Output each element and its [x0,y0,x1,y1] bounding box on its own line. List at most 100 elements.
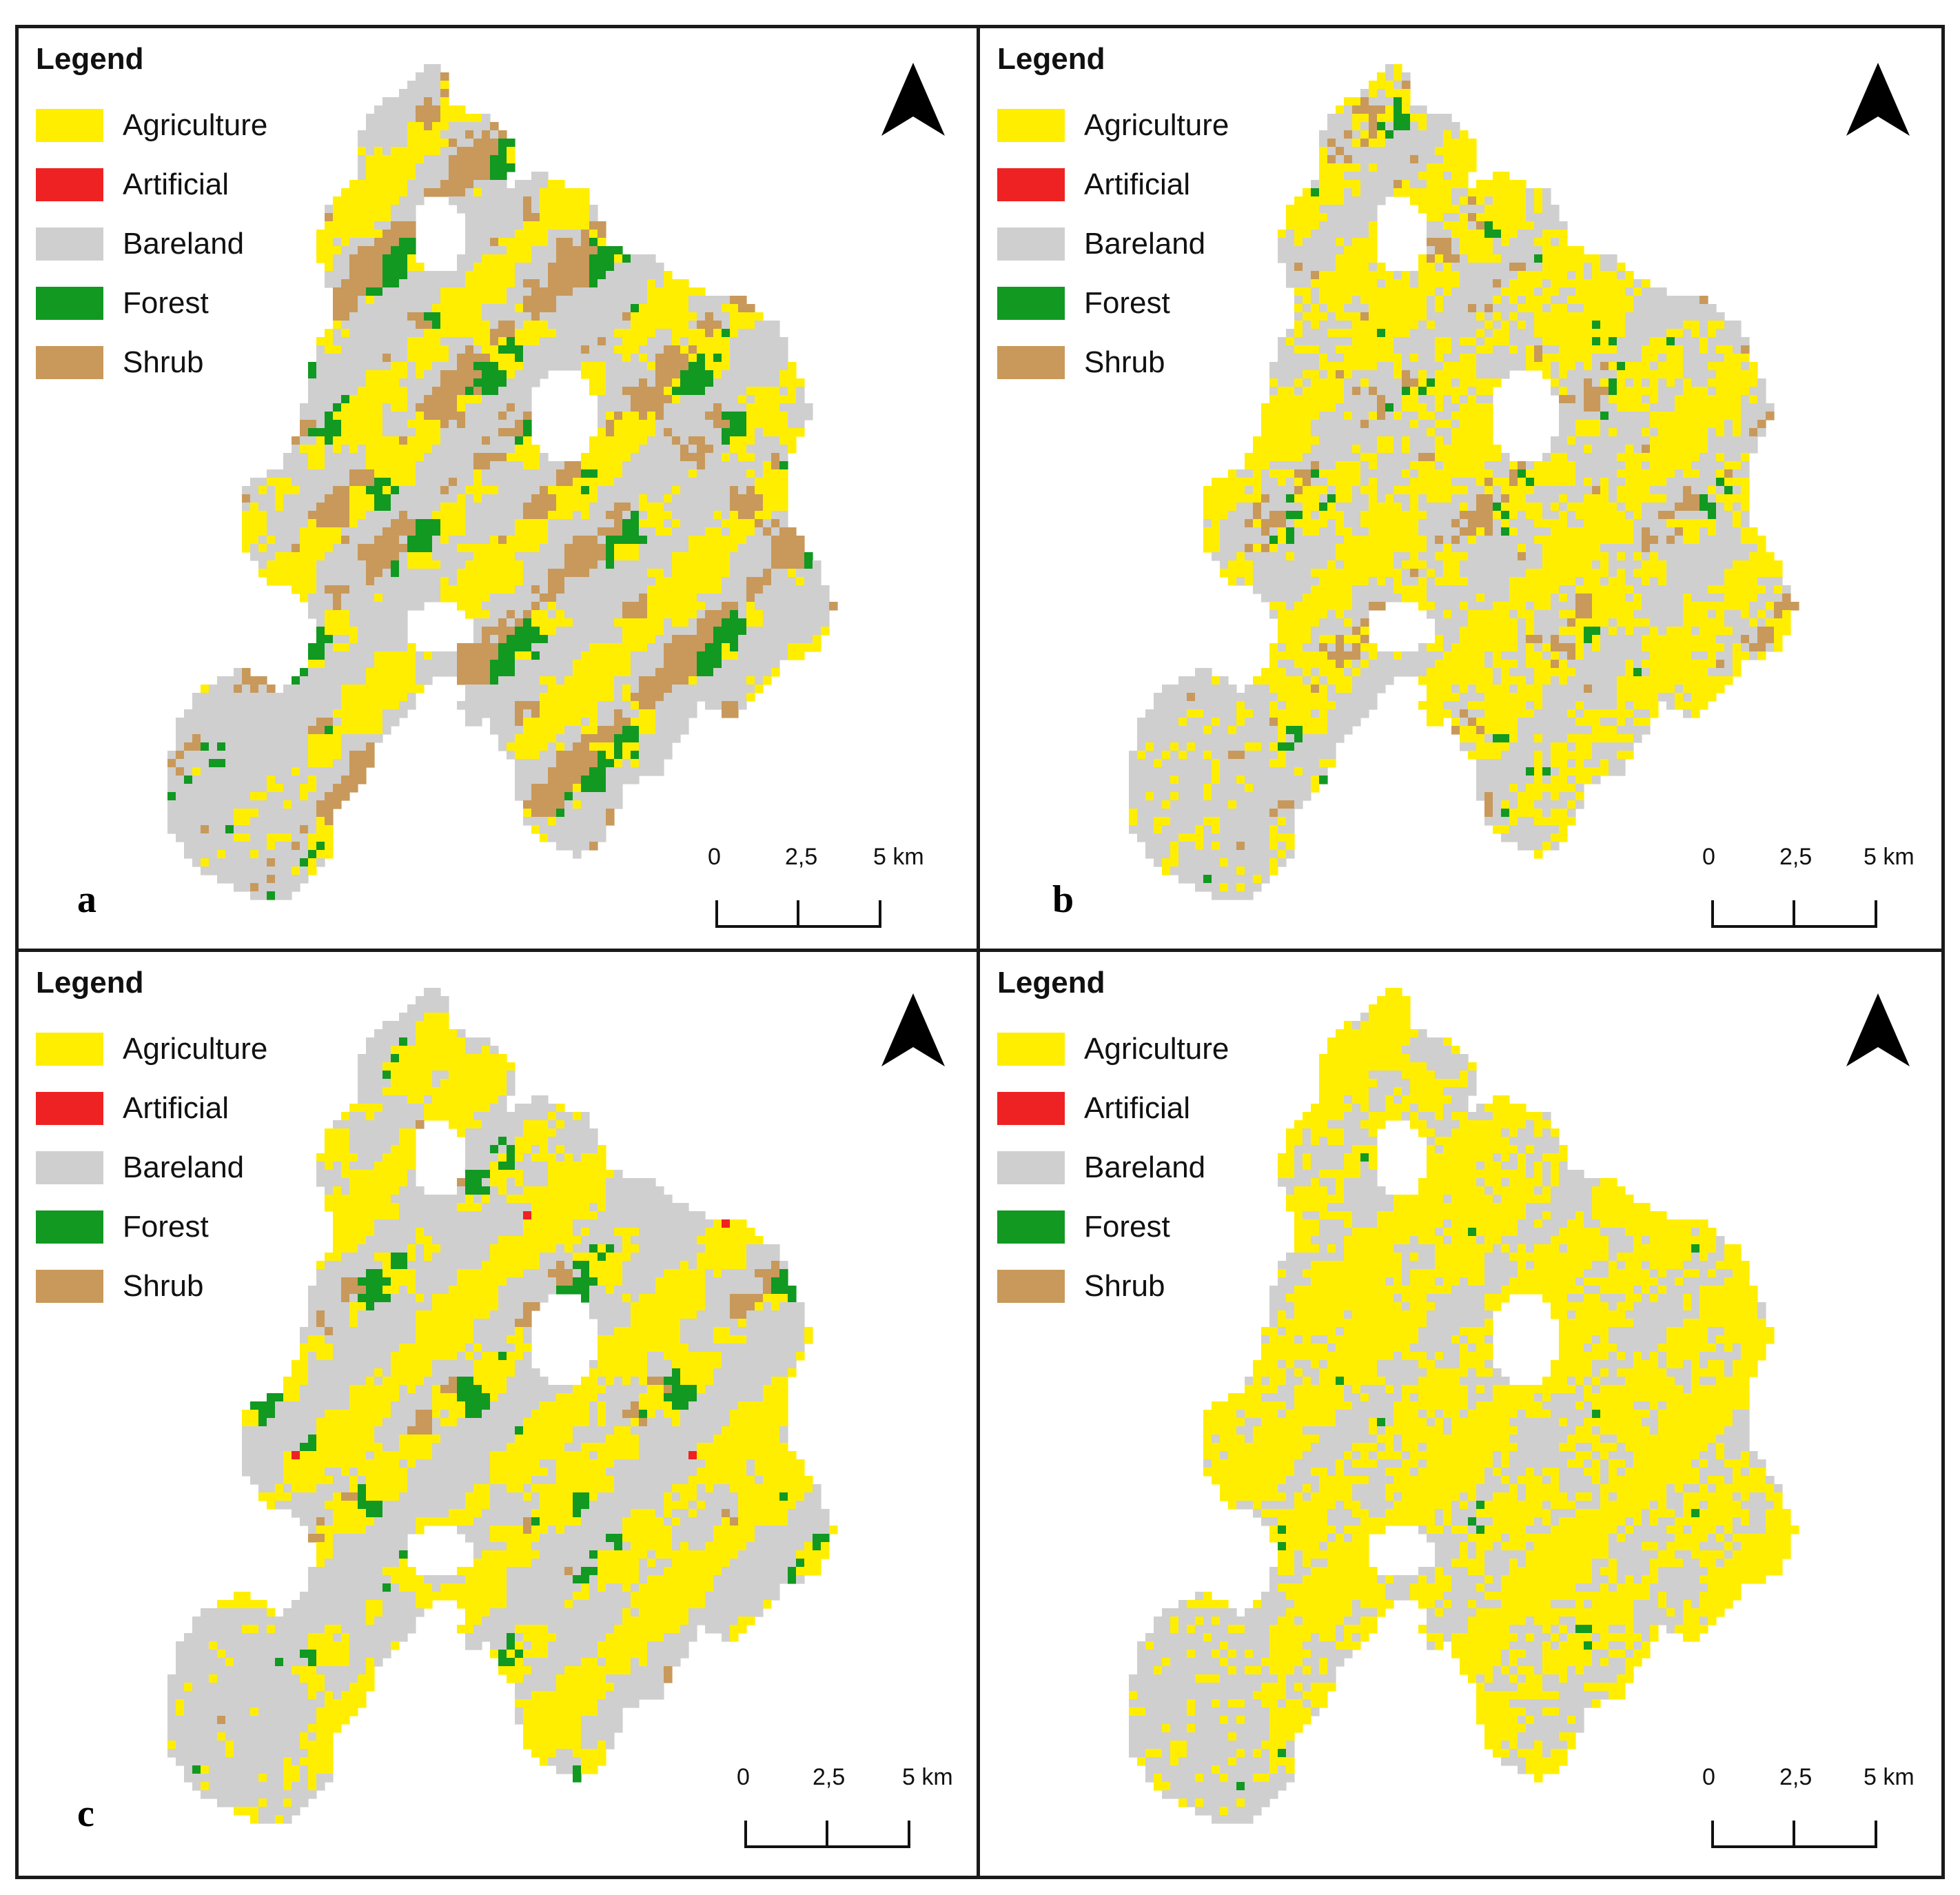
land-cell-shrub [457,172,466,181]
land-cell-agriculture [1518,180,1527,189]
land-cell-bareland [440,651,449,660]
land-cell-bareland [746,461,755,470]
land-cell-agriculture [655,569,664,578]
land-cell-shrub [556,271,565,280]
land-cell-bareland [498,188,507,197]
land-cell-bareland [416,668,425,677]
land-cell-forest [598,751,606,760]
land-cell-forest [1484,221,1493,230]
land-cell-agriculture [1575,279,1584,288]
land-cell-agriculture [598,461,606,470]
land-cell-agriculture [1575,254,1584,263]
land-cell-agriculture [407,172,416,181]
land-cell-bareland [382,345,391,354]
land-cell-bareland [688,511,697,520]
land-cell-agriculture [399,155,408,164]
land-cell-forest [606,536,615,545]
land-cell-bareland [1344,205,1353,214]
land-cell-bareland [366,643,375,652]
land-cell-agriculture [465,585,474,594]
land-cell-bareland [217,842,226,851]
land-cell-bareland [1542,213,1551,222]
land-cell-shrub [606,726,615,735]
land-cell-bareland [738,701,747,710]
land-cell-agriculture [1418,122,1427,131]
land-cell-bareland [225,742,234,751]
land-cell-agriculture [382,486,391,495]
land-cell-forest [498,147,507,156]
land-cell-agriculture [556,486,565,495]
land-cell-bareland [680,511,689,520]
land-cell-agriculture [473,329,482,338]
land-cell-bareland [308,594,317,602]
land-cell-agriculture [333,213,342,222]
land-cell-agriculture [573,676,582,685]
land-cell-bareland [540,478,549,487]
land-cell-agriculture [1600,279,1609,288]
land-cell-bareland [746,569,755,578]
land-cell-bareland [647,461,656,470]
land-cell-bareland [292,759,300,768]
land-cell-agriculture [1369,279,1378,288]
land-cell-bareland [473,205,482,214]
land-cell-agriculture [275,569,284,578]
land-cell-bareland [416,676,425,685]
land-cell-bareland [1369,147,1378,156]
land-cell-shrub [515,701,524,710]
land-cell-bareland [763,536,772,545]
land-cell-bareland [333,263,342,272]
land-cell-shrub [358,759,367,768]
land-cell-bareland [440,544,449,553]
land-cell-bareland [763,651,772,660]
land-cell-agriculture [1360,263,1369,272]
land-cell-agriculture [523,461,532,470]
land-cell-shrub [581,552,590,561]
land-cell-forest [631,519,640,528]
land-cell-bareland [1360,205,1369,214]
land-cell-bareland [498,503,507,511]
land-cell-bareland [771,362,780,371]
land-cell-agriculture [440,114,449,123]
land-cell-bareland [639,461,648,470]
land-cell-agriculture [515,453,524,462]
land-cell-bareland [242,685,251,693]
land-cell-bareland [1410,147,1419,156]
land-cell-bareland [573,304,582,313]
land-cell-agriculture [457,114,466,123]
land-cell-shrub [548,296,557,305]
land-cell-agriculture [523,246,532,255]
land-cell-agriculture [598,742,606,751]
land-cell-agriculture [705,585,714,594]
land-cell-bareland [366,536,375,545]
land-cell-bareland [664,478,673,487]
land-cell-bareland [606,296,615,305]
land-cell-bareland [283,759,292,768]
land-cell-shrub [1493,279,1502,288]
land-cell-agriculture [573,668,582,677]
land-cell-bareland [300,486,309,495]
land-cell-bareland [515,552,524,561]
land-cell-bareland [622,403,631,412]
land-cell-forest [399,238,408,247]
land-cell-agriculture [407,461,416,470]
land-cell-bareland [813,585,821,594]
land-cell-forest [688,370,697,379]
land-cell-agriculture [639,321,648,330]
land-cell-agriculture [589,701,598,710]
land-cell-bareland [1501,279,1510,288]
land-cell-bareland [349,643,358,652]
land-cell-agriculture [672,304,681,313]
land-cell-bareland [209,817,218,826]
land-cell-bareland [308,817,317,826]
land-cell-bareland [498,387,507,396]
land-cell-agriculture [507,271,515,280]
land-cell-bareland [416,395,425,404]
land-cell-agriculture [639,503,648,511]
land-cell-agriculture [581,685,590,693]
land-cell-shrub [722,709,731,718]
land-cell-shrub [606,428,615,437]
land-cell-agriculture [1509,230,1518,239]
land-cell-shrub [598,544,606,553]
land-cell-agriculture [573,494,582,503]
land-cell-bareland [614,610,623,619]
